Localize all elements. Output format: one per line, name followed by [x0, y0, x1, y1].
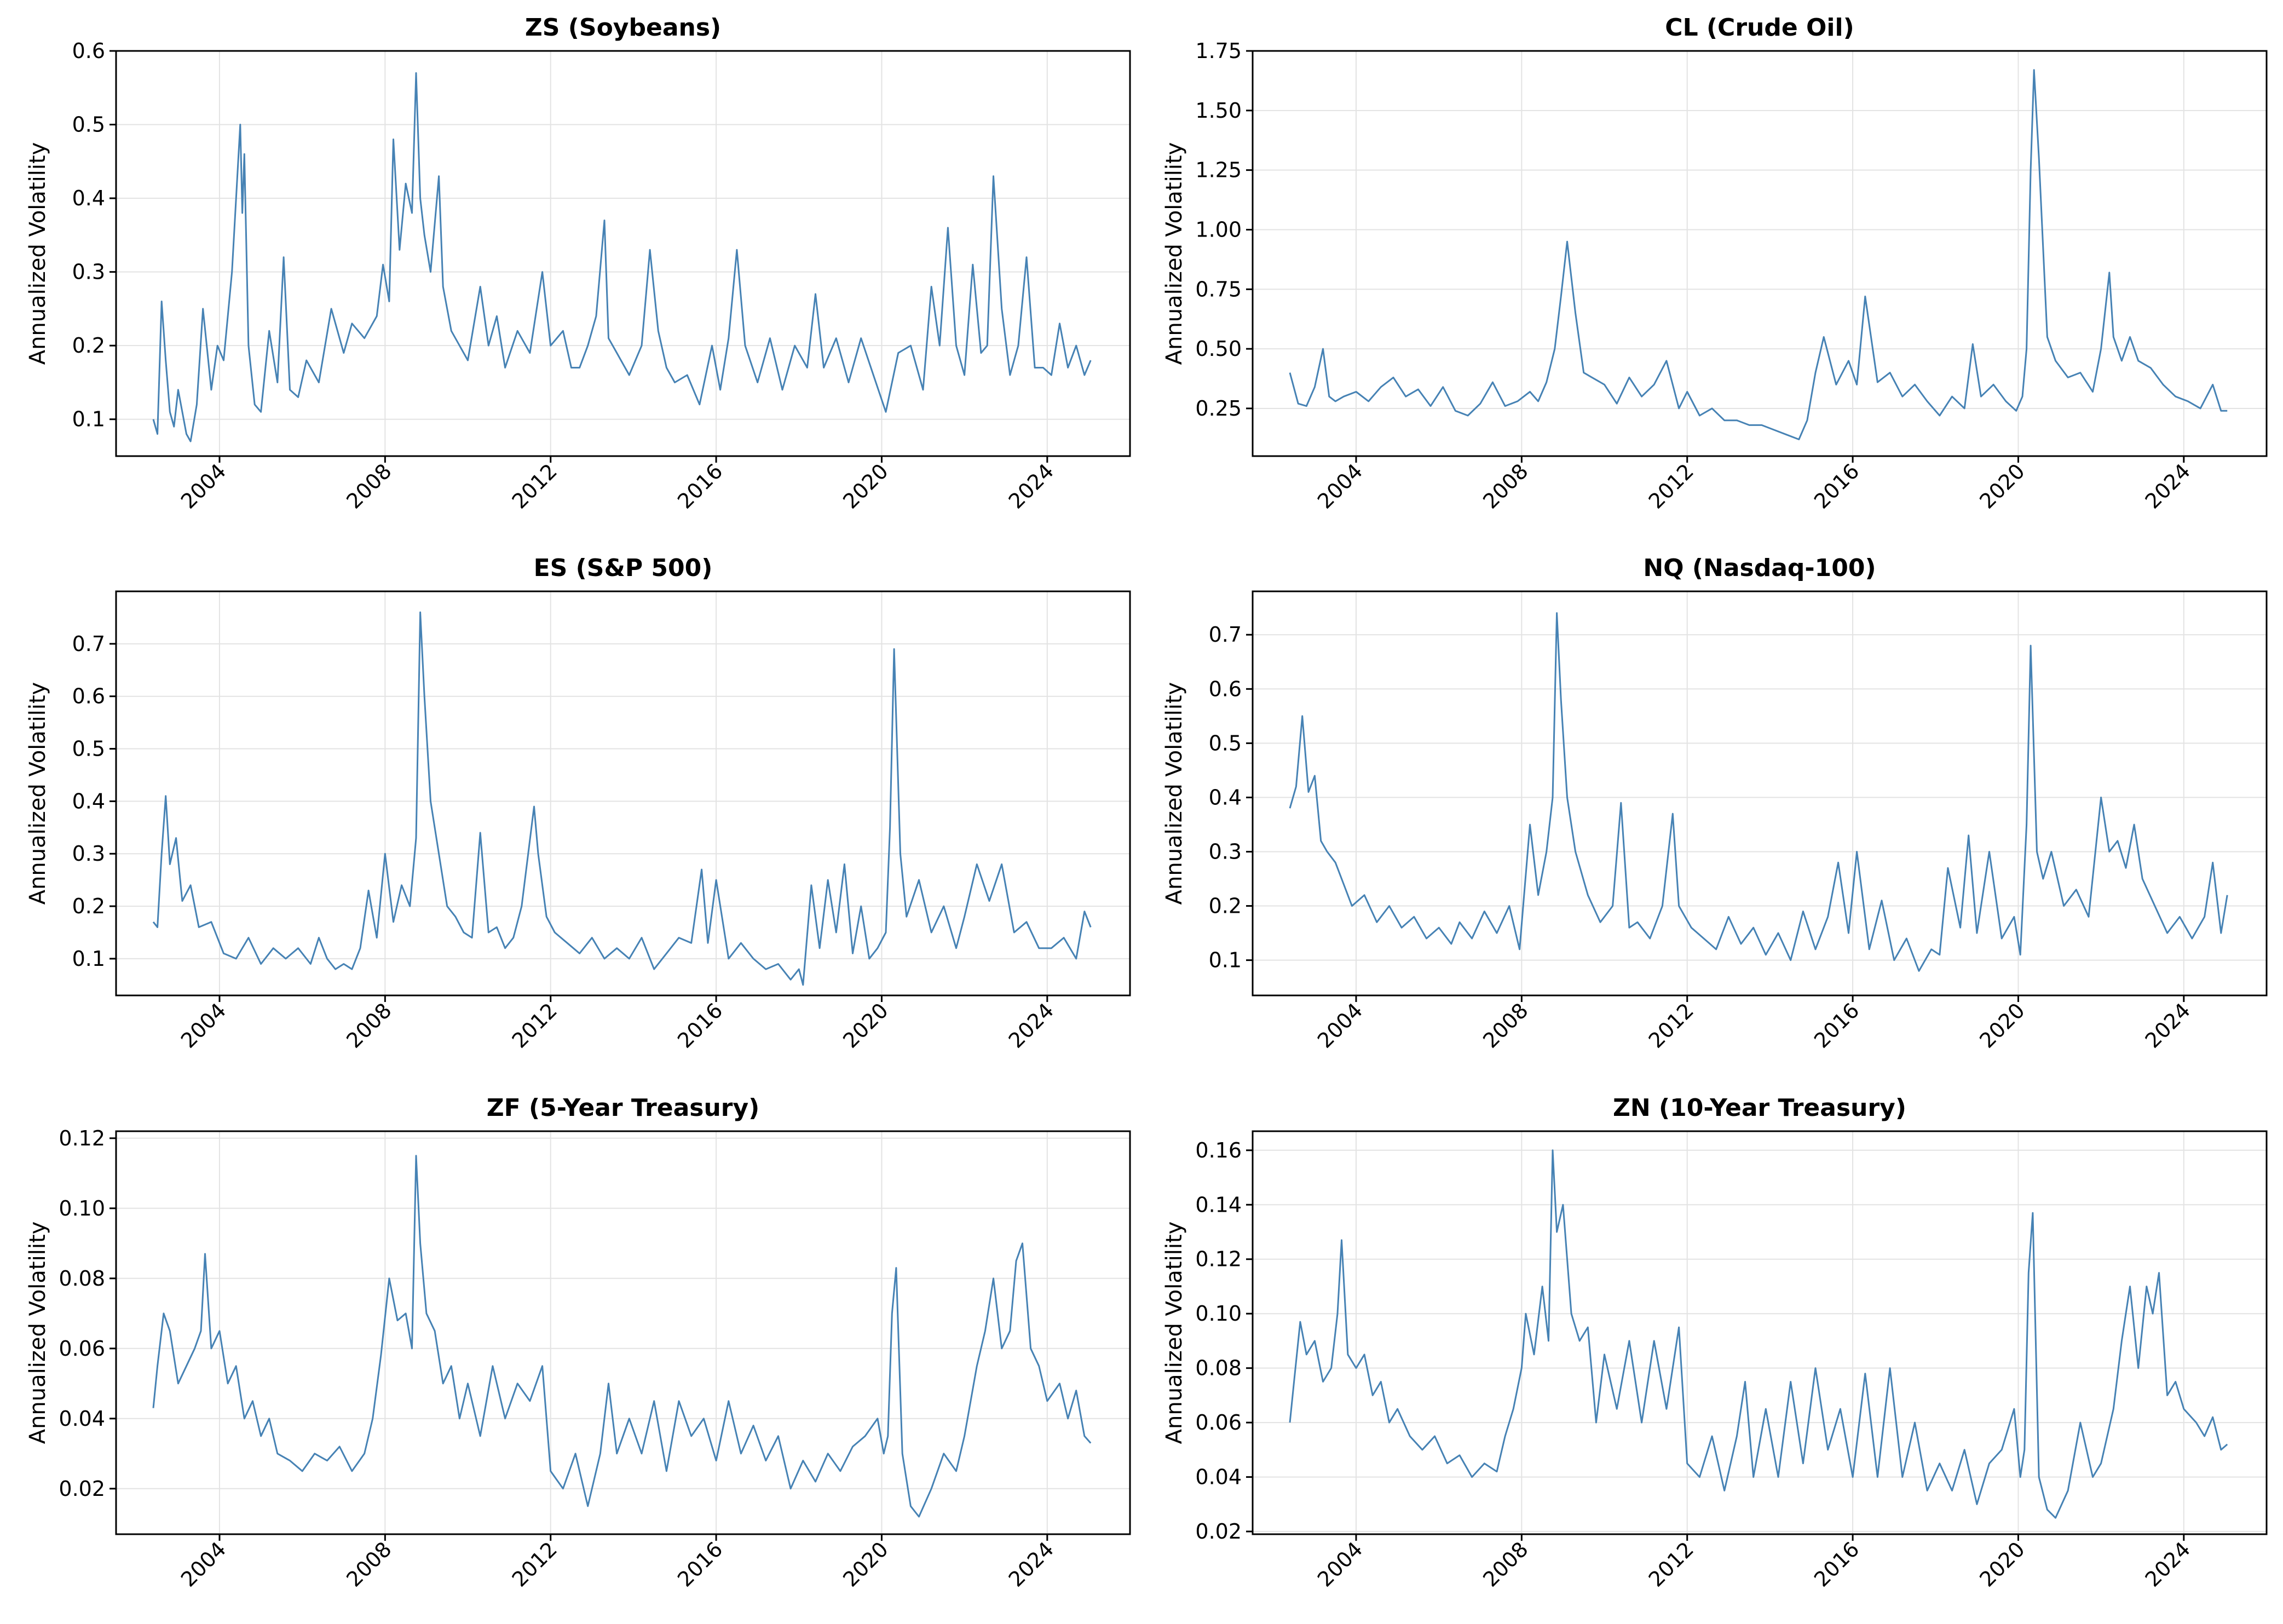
chart-6-y-tick-label: 0.08	[1195, 1356, 1242, 1380]
chart-2-series-cl-line	[1289, 69, 2228, 440]
chart-6-y-tick-label: 0.12	[1195, 1247, 1242, 1271]
chart-5-y-tick-label: 0.12	[59, 1126, 105, 1150]
chart-4-title: NQ (Nasdaq-100)	[1643, 554, 1876, 582]
chart-1-plot-area	[116, 51, 1130, 456]
chart-1-y-tick-label: 0.2	[72, 333, 105, 358]
chart-6-series-zn-line	[1289, 1149, 2228, 1519]
chart-3-axes-frame	[115, 590, 1131, 997]
chart-3-y-tick-label: 0.1	[72, 947, 105, 971]
chart-2-title: CL (Crude Oil)	[1665, 14, 1854, 42]
chart-1-y-axis-label: Annualized Volatility	[25, 142, 50, 365]
chart-4-y-tick-label: 0.4	[1209, 785, 1242, 809]
chart-2-y-axis-label: Annualized Volatility	[1162, 142, 1187, 365]
chart-2-plot-area	[1253, 51, 2267, 456]
chart-2-y-tick-label: 0.50	[1195, 337, 1242, 361]
chart-1-y-tick-label: 0.1	[72, 407, 105, 431]
chart-6-y-tick-label: 0.06	[1195, 1410, 1242, 1435]
chart-4-y-tick-label: 0.3	[1209, 839, 1242, 863]
chart-5-y-tick-label: 0.04	[59, 1407, 105, 1431]
chart-3-y-tick-label: 0.2	[72, 894, 105, 918]
chart-6-y-tick-label: 0.04	[1195, 1465, 1242, 1489]
chart-2-axes-frame	[1252, 50, 2268, 457]
chart-5-y-tick-label: 0.06	[59, 1337, 105, 1361]
chart-3-title: ES (S&P 500)	[534, 554, 713, 582]
chart-6-y-tick-label: 0.14	[1195, 1193, 1242, 1217]
chart-1-series-zs-line	[152, 72, 1092, 442]
chart-3-y-tick-label: 0.3	[72, 842, 105, 866]
chart-3-plot-area	[116, 591, 1130, 995]
chart-4-y-tick-label: 0.7	[1209, 623, 1242, 647]
chart-1-y-tick-label: 0.5	[72, 113, 105, 137]
chart-3-y-tick-label: 0.5	[72, 737, 105, 761]
chart-5-axes-frame	[115, 1130, 1131, 1535]
chart-6-y-tick-label: 0.16	[1195, 1138, 1242, 1162]
chart-1-y-tick-label: 0.4	[72, 186, 105, 210]
chart-6-axes-frame	[1252, 1130, 2268, 1535]
chart-1-axes-frame	[115, 50, 1131, 457]
chart-5-y-tick-label: 0.08	[59, 1266, 105, 1291]
chart-5-y-axis-label: Annualized Volatility	[25, 1222, 50, 1444]
chart-4-y-axis-label: Annualized Volatility	[1162, 682, 1187, 905]
chart-3-series-es-line	[152, 611, 1092, 986]
chart-4-plot-area	[1253, 591, 2267, 995]
chart-4-y-tick-label: 0.6	[1209, 677, 1242, 701]
chart-2-y-tick-label: 0.25	[1195, 396, 1242, 421]
chart-2-y-tick-label: 0.75	[1195, 277, 1242, 301]
chart-2-y-tick-label: 1.25	[1195, 158, 1242, 182]
chart-1-y-tick-label: 0.6	[72, 39, 105, 63]
chart-3-y-axis-label: Annualized Volatility	[25, 682, 50, 905]
chart-5-plot-area	[116, 1131, 1130, 1534]
chart-2-y-tick-label: 1.00	[1195, 217, 1242, 241]
chart-2-y-tick-label: 1.50	[1195, 99, 1242, 123]
chart-1-title: ZS (Soybeans)	[525, 14, 721, 42]
chart-5-y-tick-label: 0.02	[59, 1477, 105, 1501]
chart-4-series-nq-line	[1289, 612, 2228, 972]
chart-3-y-tick-label: 0.7	[72, 632, 105, 656]
chart-4-y-tick-label: 0.1	[1209, 948, 1242, 972]
chart-3-y-tick-label: 0.4	[72, 789, 105, 813]
chart-6-y-axis-label: Annualized Volatility	[1162, 1222, 1187, 1444]
chart-1-y-tick-label: 0.3	[72, 260, 105, 284]
chart-4-y-tick-label: 0.2	[1209, 894, 1242, 918]
chart-5-title: ZF (5-Year Treasury)	[487, 1094, 760, 1122]
chart-5-series-zf-line	[152, 1155, 1092, 1518]
chart-5-y-tick-label: 0.10	[59, 1196, 105, 1220]
chart-6-title: ZN (10-Year Treasury)	[1613, 1094, 1906, 1122]
chart-2-y-tick-label: 1.75	[1195, 39, 1242, 63]
chart-6-y-tick-label: 0.10	[1195, 1301, 1242, 1326]
chart-3-y-tick-label: 0.6	[72, 684, 105, 709]
chart-4-y-tick-label: 0.5	[1209, 731, 1242, 755]
chart-4-axes-frame	[1252, 590, 2268, 997]
chart-6-plot-area	[1253, 1131, 2267, 1534]
chart-6-y-tick-label: 0.02	[1195, 1519, 1242, 1544]
